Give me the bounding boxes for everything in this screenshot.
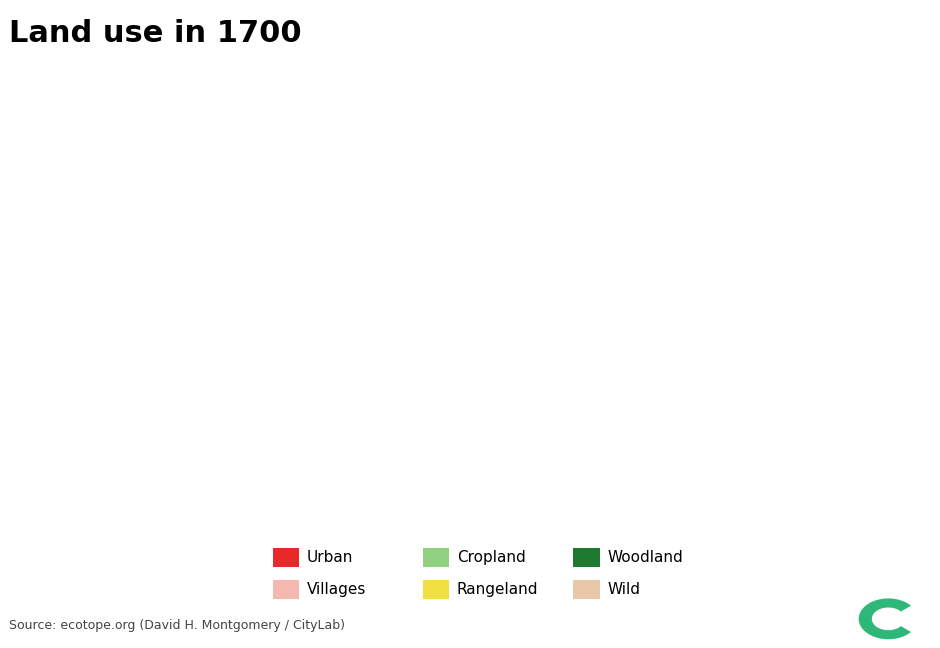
Text: Land use in 1700: Land use in 1700 [9, 19, 302, 49]
Text: Villages: Villages [306, 582, 366, 597]
Text: Source: ecotope.org (David H. Montgomery / CityLab): Source: ecotope.org (David H. Montgomery… [9, 619, 345, 632]
Text: Urban: Urban [306, 550, 352, 565]
Text: Wild: Wild [607, 582, 640, 597]
Text: Rangeland: Rangeland [457, 582, 539, 597]
Text: Cropland: Cropland [457, 550, 525, 565]
Text: Woodland: Woodland [607, 550, 683, 565]
Polygon shape [859, 599, 911, 639]
